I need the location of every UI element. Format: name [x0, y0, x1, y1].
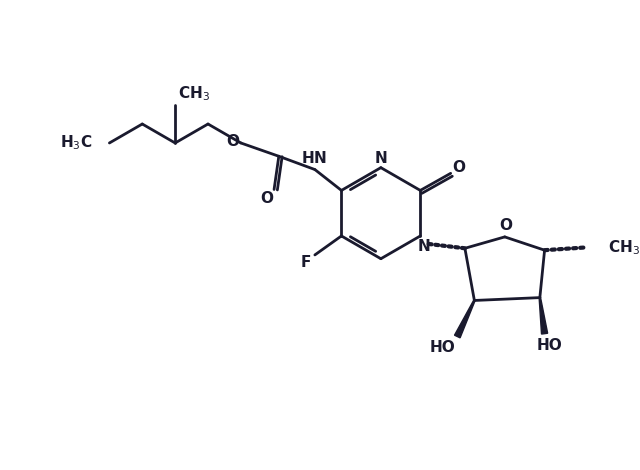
Text: CH$_3$: CH$_3$	[608, 238, 640, 257]
Text: O: O	[452, 160, 465, 175]
Text: N: N	[313, 151, 326, 165]
Text: HO: HO	[536, 337, 562, 352]
Text: CH$_3$: CH$_3$	[178, 84, 210, 103]
Text: N: N	[374, 151, 387, 165]
Text: O: O	[499, 218, 512, 233]
Text: O: O	[260, 191, 273, 206]
Polygon shape	[454, 300, 475, 338]
Text: H$_3$C: H$_3$C	[60, 133, 92, 152]
Text: HO: HO	[429, 340, 455, 355]
Text: H: H	[302, 151, 315, 165]
Text: F: F	[300, 255, 310, 270]
Text: O: O	[226, 133, 239, 149]
Text: N: N	[418, 239, 431, 254]
Polygon shape	[539, 298, 548, 334]
